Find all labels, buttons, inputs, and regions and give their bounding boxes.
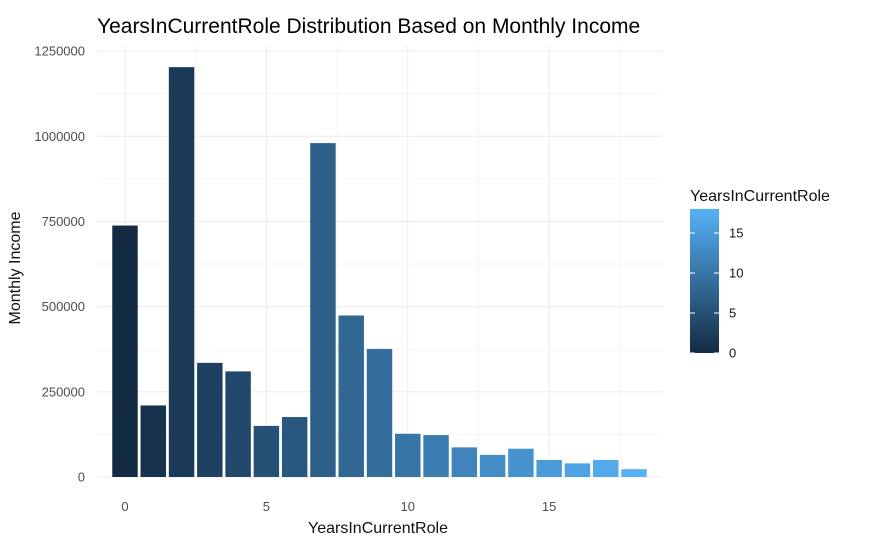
bars-group [112, 67, 647, 477]
legend-colorbar [690, 209, 719, 353]
bar-10 [395, 433, 421, 477]
x-tick-label: 5 [263, 499, 270, 514]
bar-17 [593, 459, 619, 477]
x-tick-label: 10 [401, 499, 415, 514]
x-axis-ticks: 0 5 10 15 [121, 499, 556, 514]
legend-ticks: 0 5 10 15 [690, 226, 743, 361]
y-axis-ticks: 0 250000 500000 750000 1000000 1250000 [34, 44, 85, 485]
legend-tick-label: 5 [729, 306, 736, 321]
legend-tick-label: 10 [729, 266, 743, 281]
y-tick-label: 500000 [42, 299, 85, 314]
bar-6 [281, 417, 308, 477]
bar-5 [253, 425, 280, 477]
y-tick-label: 1000000 [34, 129, 85, 144]
bar-18 [621, 469, 647, 477]
y-tick-label: 1250000 [34, 44, 85, 59]
bar-8 [338, 315, 364, 477]
bar-13 [479, 454, 506, 477]
bar-11 [423, 435, 449, 477]
bar-14 [508, 448, 534, 477]
bar-15 [536, 459, 562, 477]
y-tick-label: 750000 [42, 214, 85, 229]
legend-tick-label: 0 [729, 346, 736, 361]
y-axis-title: Monthly Income [7, 211, 24, 324]
bar-0 [112, 225, 138, 477]
chart-title: YearsInCurrentRole Distribution Based on… [97, 15, 640, 38]
y-tick-label: 250000 [42, 384, 85, 399]
y-tick-label: 0 [78, 470, 85, 485]
bar-1 [140, 405, 166, 477]
x-axis-title: YearsInCurrentRole [308, 520, 448, 537]
legend-tick-label: 15 [729, 226, 743, 241]
x-tick-label: 0 [121, 499, 128, 514]
bar-3 [197, 362, 223, 477]
bar-9 [366, 348, 393, 477]
legend: YearsInCurrentRole 0 5 10 15 [690, 188, 830, 361]
legend-title: YearsInCurrentRole [690, 188, 830, 205]
x-tick-label: 15 [542, 499, 556, 514]
bar-12 [451, 447, 478, 477]
bar-2 [168, 67, 195, 477]
bar-16 [564, 463, 591, 477]
bar-7 [310, 143, 336, 477]
bar-4 [225, 371, 251, 477]
